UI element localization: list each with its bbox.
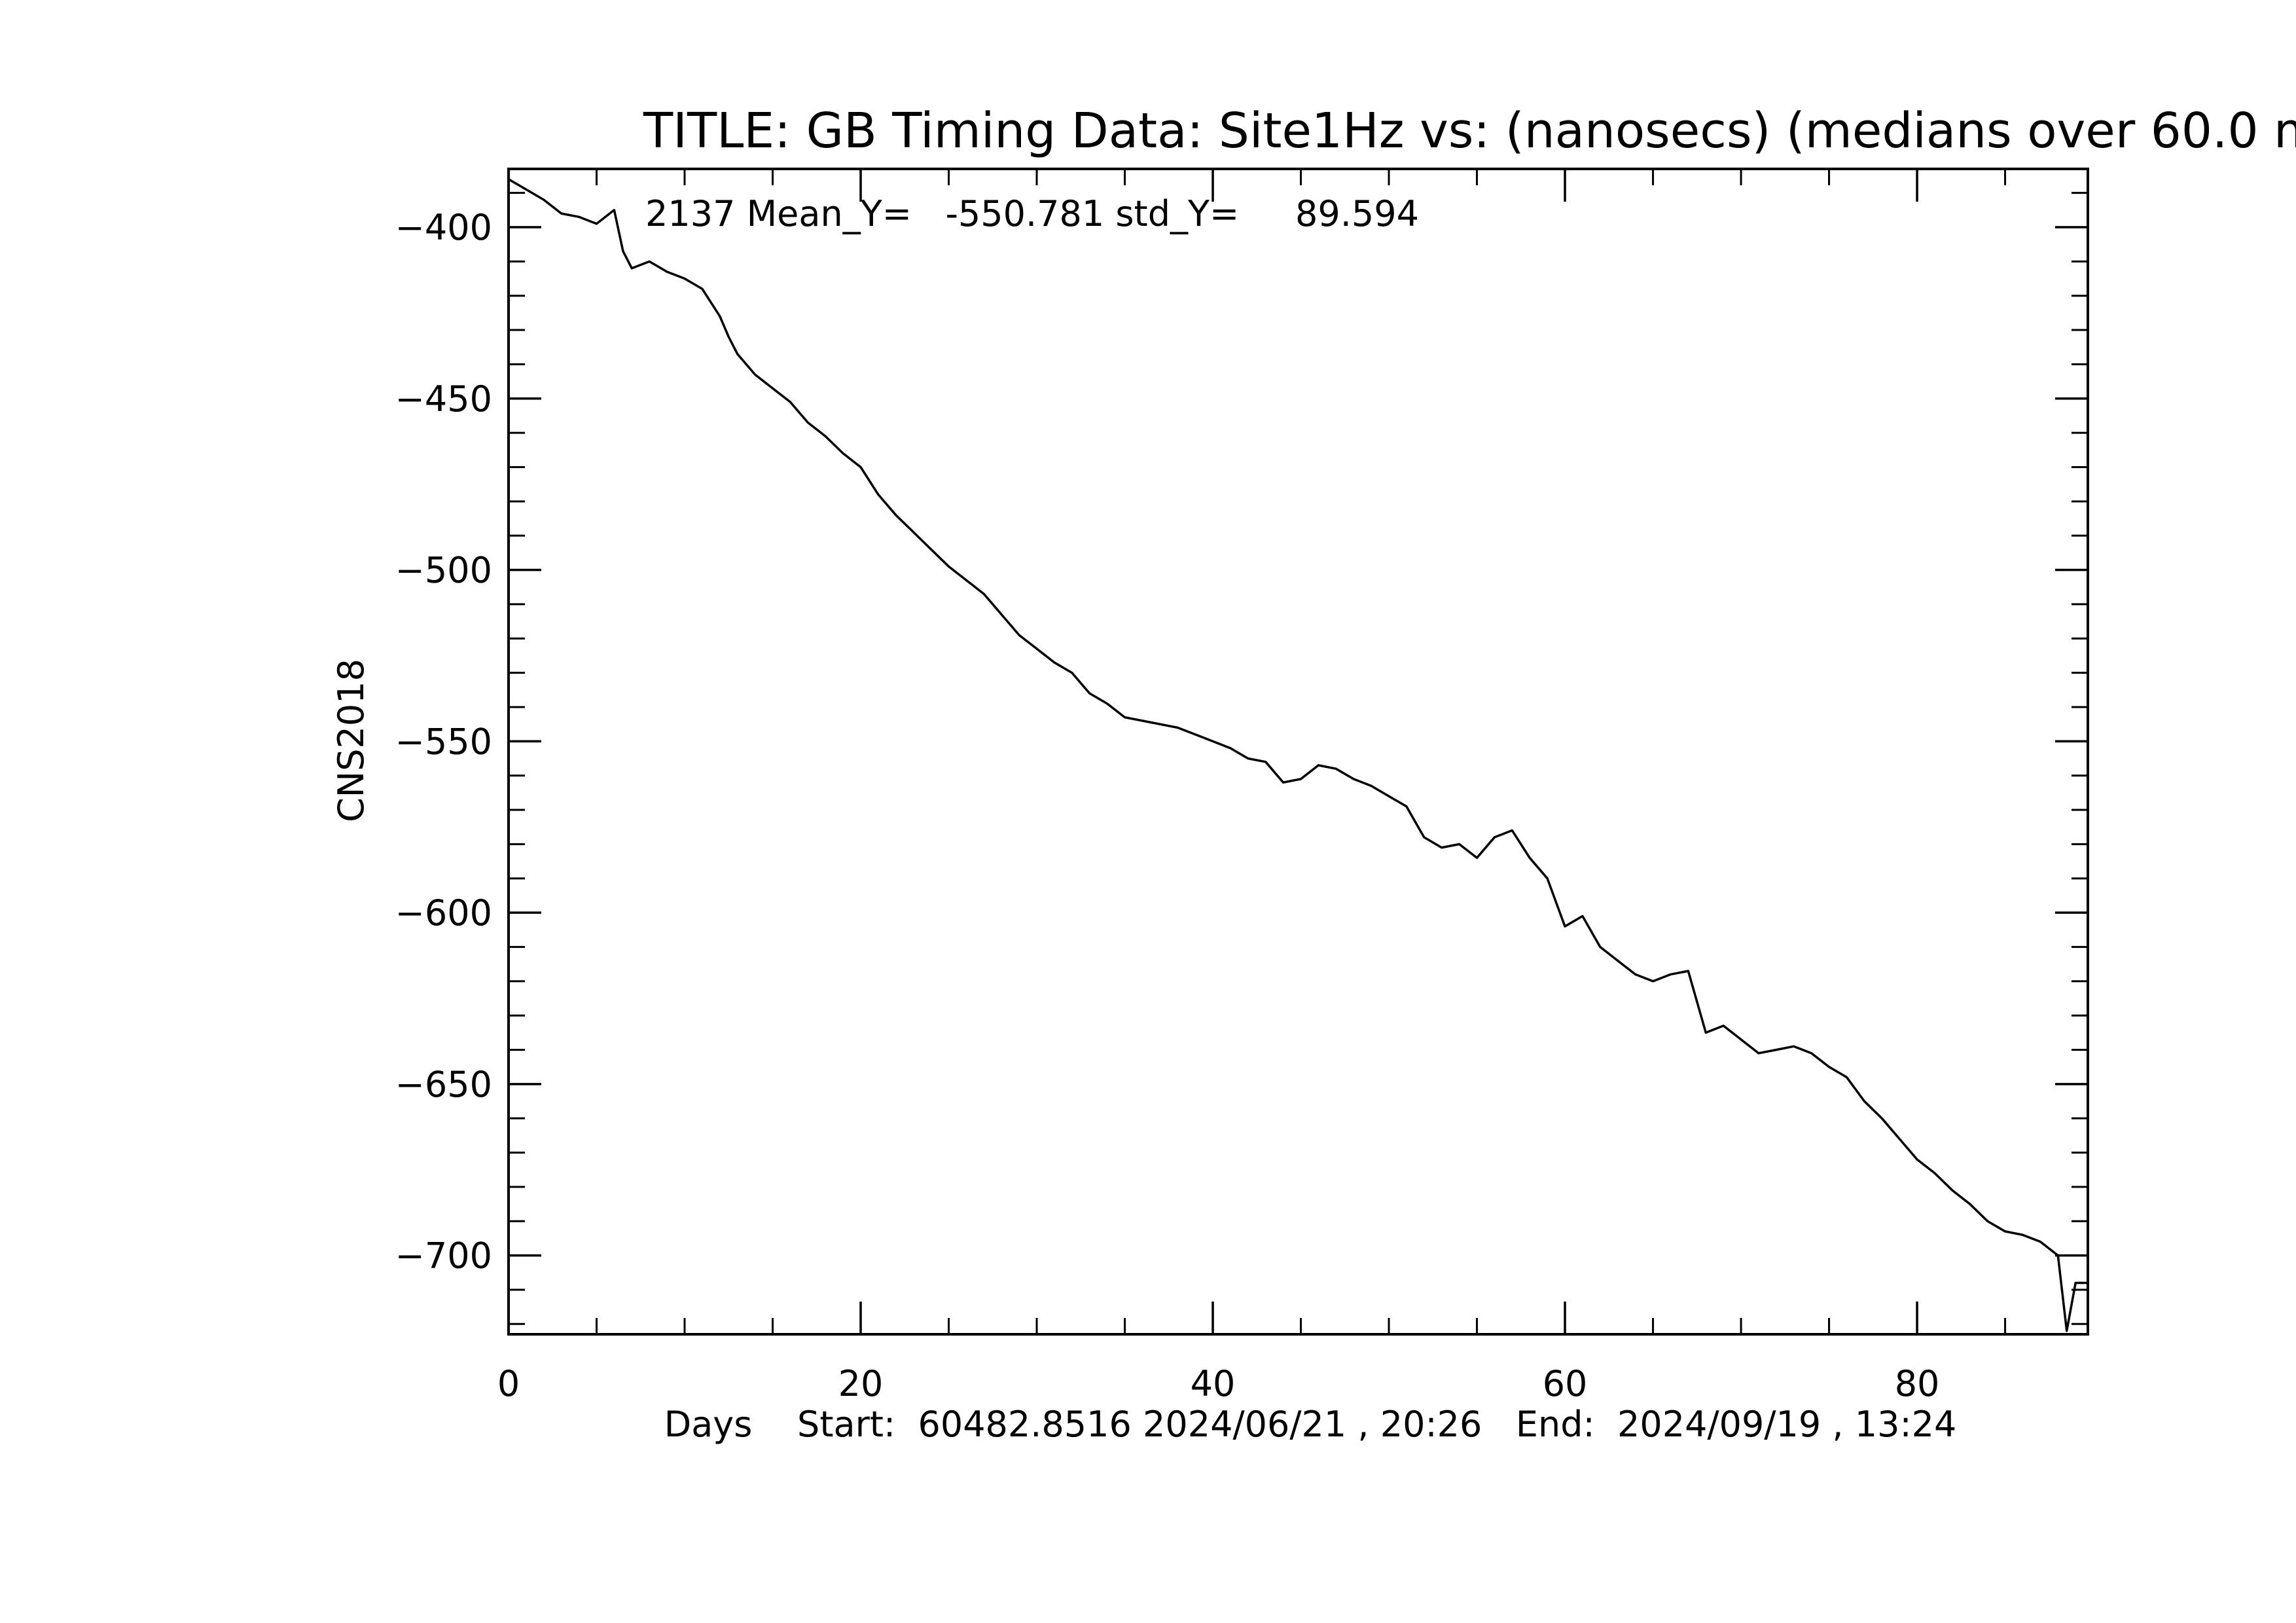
stats-annotation: 2137 Mean_Y= -550.781 std_Y= 89.594 bbox=[645, 193, 1419, 234]
x-tick-label: 0 bbox=[497, 1363, 520, 1404]
y-tick-labels: −400 −450 −500 −550 −600 −650 −700 bbox=[395, 207, 492, 1277]
y-tick-label: −400 bbox=[395, 207, 492, 248]
x-tick-label: 80 bbox=[1895, 1363, 1940, 1404]
series-line bbox=[508, 178, 2088, 1332]
plot-frame bbox=[507, 168, 2089, 1336]
y-tick-label: −500 bbox=[395, 550, 492, 591]
y-tick-label: −650 bbox=[395, 1064, 492, 1105]
y-tick-label: −550 bbox=[395, 721, 492, 762]
x-tick-label: 60 bbox=[1543, 1363, 1588, 1404]
y-tick-label: −600 bbox=[395, 892, 492, 934]
x-tick-label: 20 bbox=[838, 1363, 884, 1404]
x-tick-labels: 0 20 40 60 80 bbox=[497, 1363, 1940, 1404]
y-axis-label: CNS2018 bbox=[331, 659, 372, 822]
y-tick-label: −700 bbox=[395, 1235, 492, 1277]
major-ticks bbox=[507, 169, 2088, 1334]
chart-title: TITLE: GB Timing Data: Site1Hz vs: (nano… bbox=[643, 103, 2296, 159]
x-tick-label: 40 bbox=[1191, 1363, 1236, 1404]
x-axis-label: Days Start: 60482.8516 2024/06/21 , 20:2… bbox=[664, 1404, 1957, 1445]
y-tick-label: −450 bbox=[395, 378, 492, 420]
minor-ticks bbox=[509, 169, 2088, 1334]
